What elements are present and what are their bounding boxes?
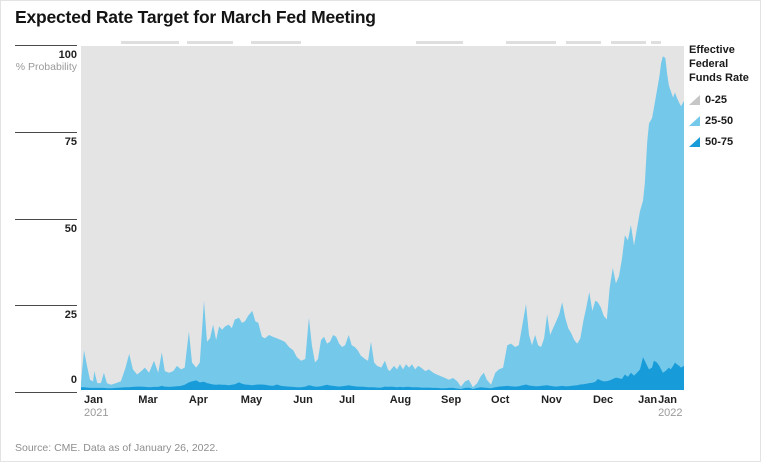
x-tick-label-year: 2021 [84,407,109,419]
x-tick-label-month: Jan [638,394,658,406]
cropped-text-artifact [650,41,662,44]
x-tick-label-month: Aug [389,394,412,406]
y-tick-label: 75 [64,135,77,148]
cropped-text-artifact [187,41,233,44]
x-tick-label-month: Mar [138,394,158,406]
legend-item: 0-25 [689,94,760,106]
legend-item: 50-75 [689,136,760,148]
legend-swatch-triangle-icon [689,137,700,147]
y-tick-line [15,218,77,220]
legend-items: 0-25 25-50 50-75 [689,94,760,148]
cropped-text-artifact [251,41,302,44]
x-tick-label-month: Nov [541,394,562,406]
x-tick-label-month: Sep [440,394,462,406]
cropped-text-artifact [611,41,646,44]
y-tick-line [15,45,77,46]
y-tick-label: 100 [58,49,77,61]
x-tick-label-month: Jan [84,394,103,406]
x-tick-label-month: Jul [339,394,355,406]
y-tick-line [15,392,77,393]
cropped-text-artifact [506,41,557,44]
legend-item-label: 25-50 [705,115,734,127]
cropped-text-artifact [416,41,464,44]
legend-item-label: 0-25 [705,94,728,106]
x-tick-label-month: Jun [293,394,313,406]
legend-swatch-triangle-icon [689,116,700,126]
x-tick-label-month: Dec [592,394,614,406]
y-axis-title: % Probability [15,61,77,73]
x-tick-label-month: Jan [658,394,678,406]
legend-title: Effective Federal Funds Rate [689,43,760,85]
x-tick-label-year: 2022 [658,407,683,419]
cropped-text-artifact [565,41,601,44]
y-tick-label: 0 [70,374,77,386]
legend-swatch-triangle-icon [689,95,700,105]
y-tick-label: 50 [64,222,77,235]
legend-title-line1: Effective Federal [689,44,735,70]
y-tick-line [15,131,77,133]
x-tick-label-month: Apr [188,394,208,406]
legend-item: 25-50 [689,115,760,127]
legend: Effective Federal Funds Rate 0-25 25-50 50… [689,43,760,148]
area-series-50-75 [81,357,684,390]
x-tick-label-month: May [240,394,263,406]
cropped-text-artifact [120,41,180,44]
x-tick-label-month: Oct [491,394,510,406]
legend-item-label: 50-75 [705,136,734,148]
y-tick-line [15,305,77,307]
y-tick-label: 25 [64,309,77,322]
stacked-area-chart [81,56,684,390]
source-note: Source: CME. Data as of January 26, 2022… [15,442,219,454]
chart-title: Expected Rate Target for March Fed Meeti… [15,7,376,27]
area-series-25-50 [81,56,684,390]
legend-title-line2: Funds Rate [689,72,749,84]
